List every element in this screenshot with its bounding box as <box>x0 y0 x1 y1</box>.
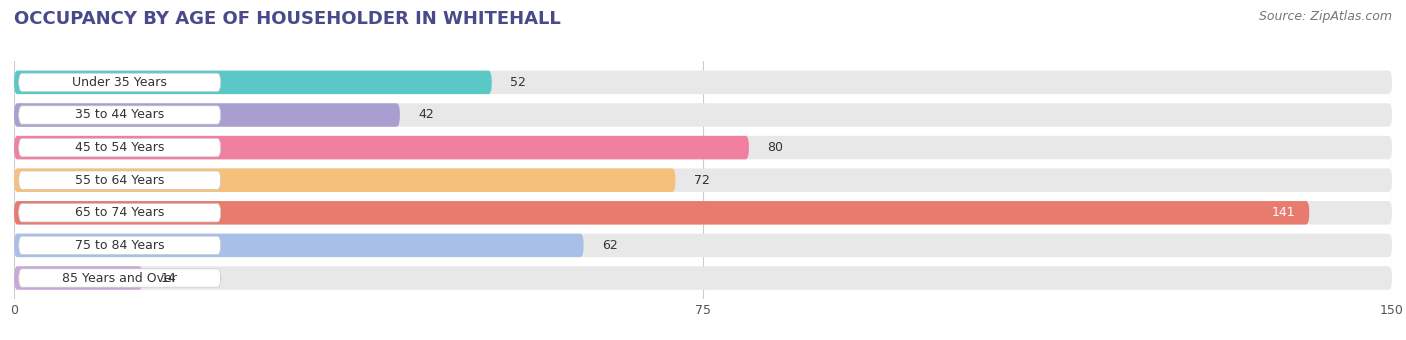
FancyBboxPatch shape <box>14 168 675 192</box>
FancyBboxPatch shape <box>18 171 221 189</box>
Text: 80: 80 <box>768 141 783 154</box>
Text: 42: 42 <box>418 108 434 121</box>
FancyBboxPatch shape <box>14 234 583 257</box>
Text: OCCUPANCY BY AGE OF HOUSEHOLDER IN WHITEHALL: OCCUPANCY BY AGE OF HOUSEHOLDER IN WHITE… <box>14 10 561 28</box>
Text: 141: 141 <box>1272 206 1295 219</box>
Text: 55 to 64 Years: 55 to 64 Years <box>75 174 165 187</box>
Text: Source: ZipAtlas.com: Source: ZipAtlas.com <box>1258 10 1392 23</box>
FancyBboxPatch shape <box>18 73 221 91</box>
Text: 62: 62 <box>602 239 617 252</box>
FancyBboxPatch shape <box>14 234 1392 257</box>
Text: 14: 14 <box>162 272 177 285</box>
FancyBboxPatch shape <box>14 201 1392 224</box>
FancyBboxPatch shape <box>18 204 221 222</box>
FancyBboxPatch shape <box>14 136 749 159</box>
FancyBboxPatch shape <box>14 71 492 94</box>
FancyBboxPatch shape <box>18 138 221 157</box>
Text: 52: 52 <box>510 76 526 89</box>
FancyBboxPatch shape <box>14 266 1392 290</box>
FancyBboxPatch shape <box>14 71 1392 94</box>
FancyBboxPatch shape <box>14 168 1392 192</box>
Text: 72: 72 <box>693 174 710 187</box>
FancyBboxPatch shape <box>14 103 399 127</box>
FancyBboxPatch shape <box>18 106 221 124</box>
Text: 85 Years and Over: 85 Years and Over <box>62 272 177 285</box>
FancyBboxPatch shape <box>18 269 221 287</box>
FancyBboxPatch shape <box>14 136 1392 159</box>
Text: 65 to 74 Years: 65 to 74 Years <box>75 206 165 219</box>
FancyBboxPatch shape <box>14 266 142 290</box>
FancyBboxPatch shape <box>14 103 1392 127</box>
FancyBboxPatch shape <box>14 201 1309 224</box>
Text: 45 to 54 Years: 45 to 54 Years <box>75 141 165 154</box>
Text: 35 to 44 Years: 35 to 44 Years <box>75 108 165 121</box>
Text: Under 35 Years: Under 35 Years <box>72 76 167 89</box>
FancyBboxPatch shape <box>18 236 221 255</box>
Text: 75 to 84 Years: 75 to 84 Years <box>75 239 165 252</box>
